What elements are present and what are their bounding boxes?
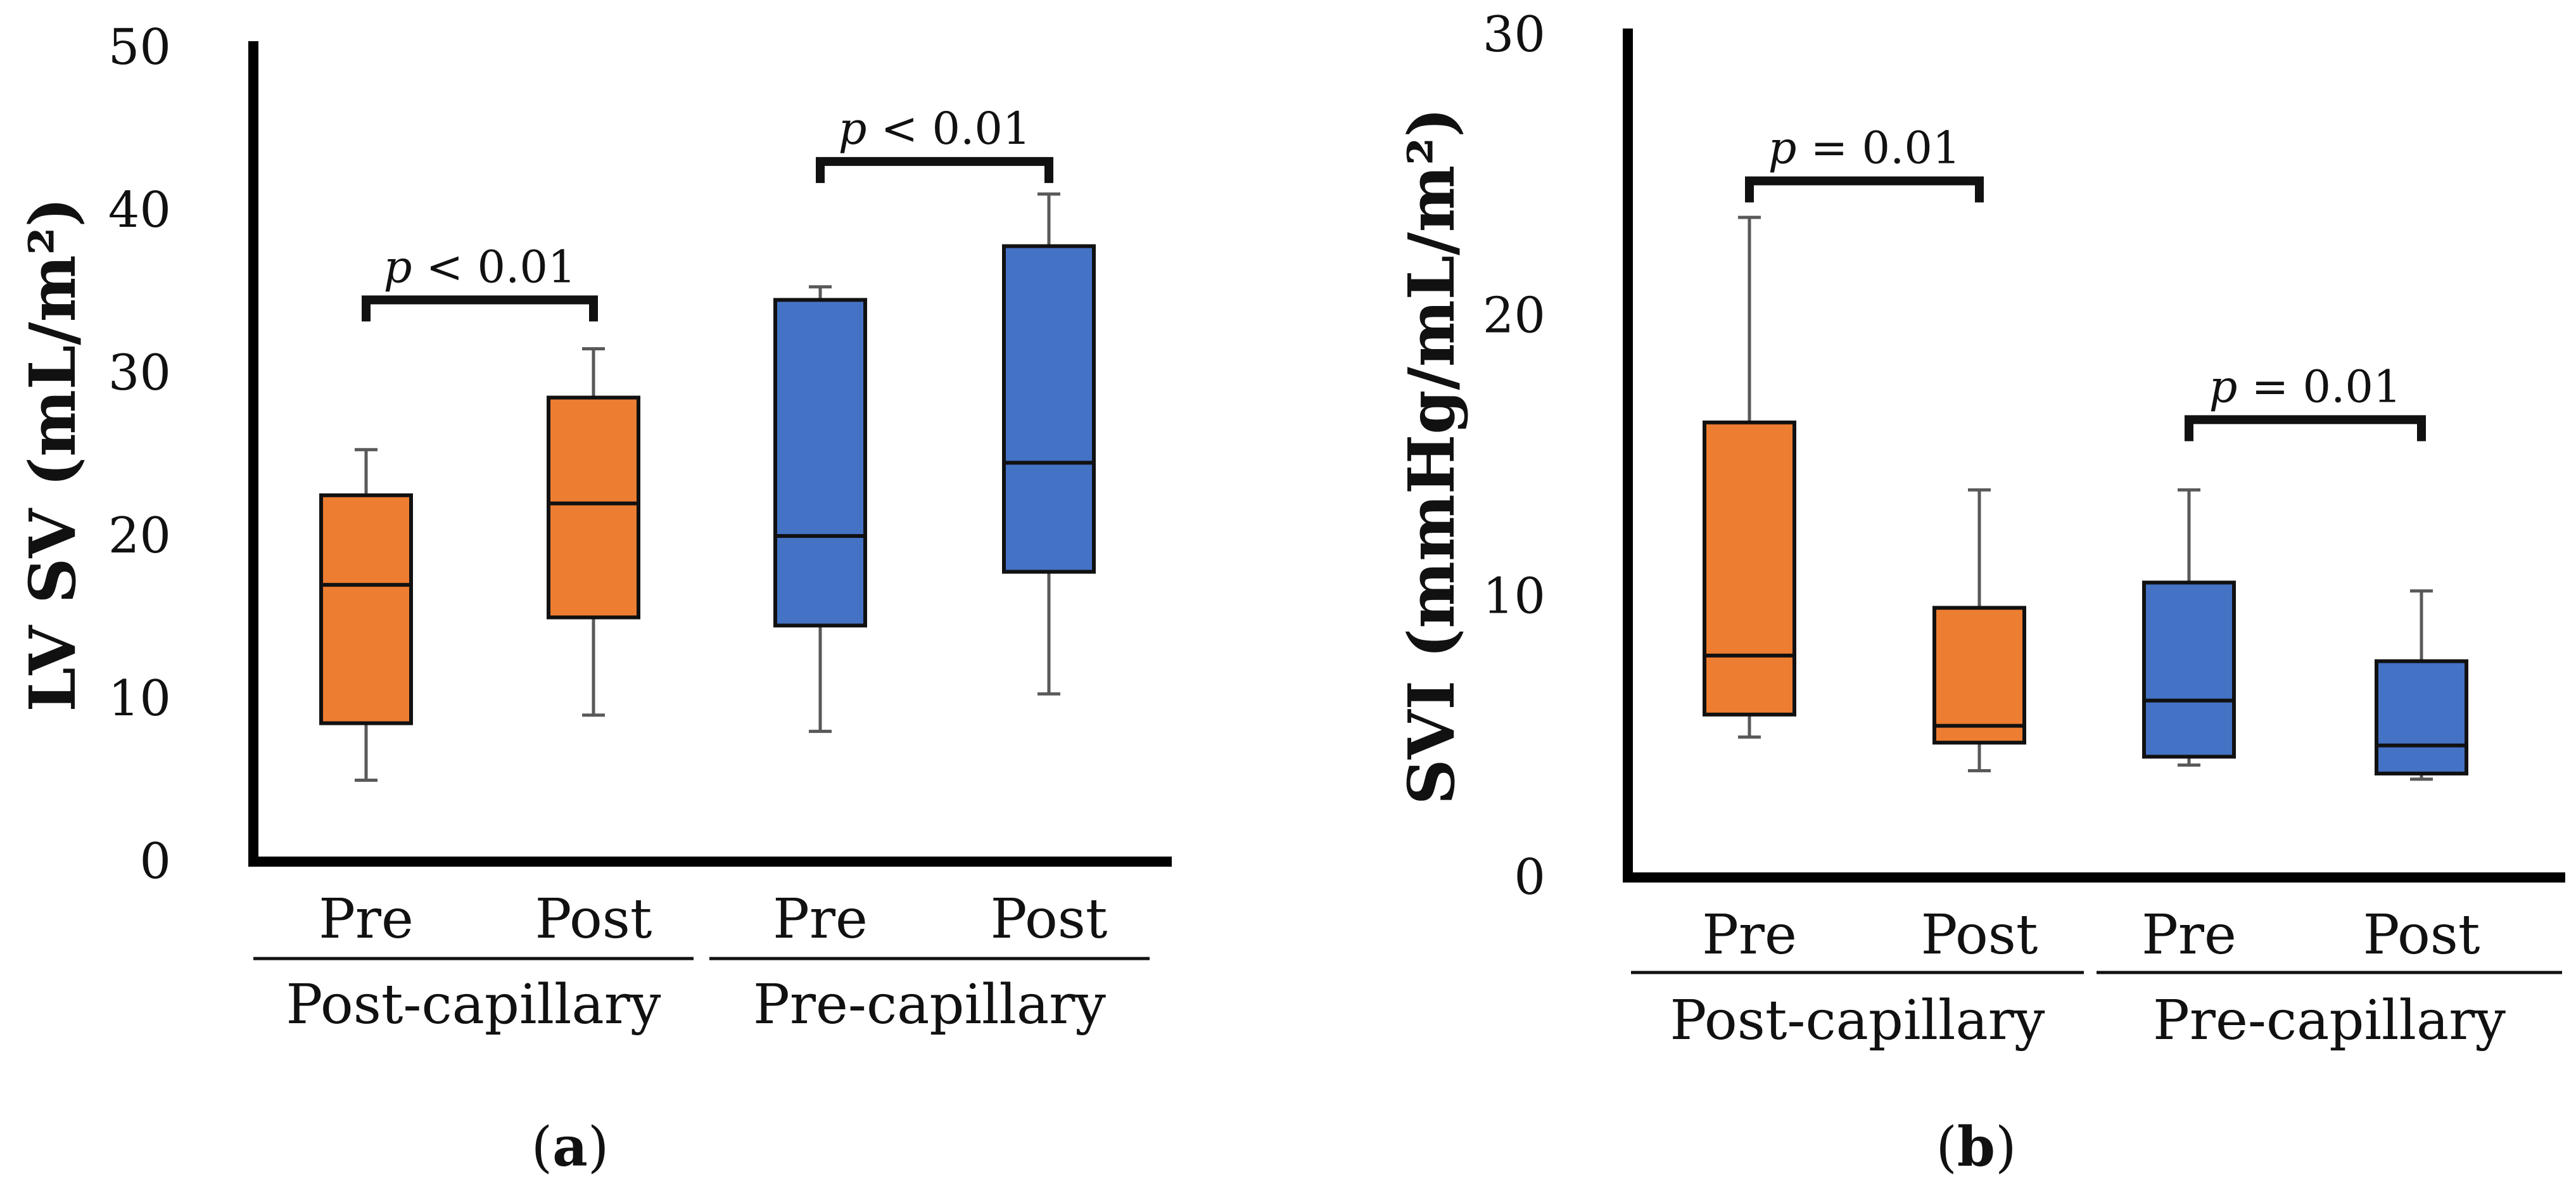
box-iqr [1932, 606, 2026, 745]
significance-label: p = 0.01 [2209, 360, 2402, 412]
group-label: Post-capillary [286, 973, 661, 1036]
chart-panel-a: 0 10 20 30 40 50 LV SV (mL/m²) Pre Post Pre Post Po… [15, 19, 1172, 1179]
significance-bracket [2185, 415, 2426, 442]
significance-bracket [1745, 176, 1984, 203]
y-tick-label: 20 [1483, 287, 1545, 344]
significance-label: p = 0.01 [1768, 122, 1961, 174]
group-label: Pre-capillary [2153, 989, 2506, 1052]
y-tick-label: 30 [108, 345, 171, 402]
significance-label: p < 0.01 [384, 241, 576, 293]
y-axis-label: LV SV (mL/m²) [15, 197, 90, 711]
x-category-label: Pre [2141, 903, 2237, 967]
x-category-label: Pre [773, 888, 868, 951]
significance-bracket [362, 295, 598, 322]
box-post-capillary-pre [1703, 215, 1796, 739]
y-tick-label: 20 [108, 507, 171, 564]
y-tick-label: 0 [139, 833, 171, 890]
group-label: Pre-capillary [753, 973, 1106, 1036]
box-post-capillary-post [547, 347, 640, 717]
box-iqr [1002, 244, 1096, 574]
y-tick-label: 10 [1483, 568, 1545, 625]
box-iqr [773, 298, 867, 628]
significance-bracket [816, 156, 1053, 183]
x-category-label: Pre [319, 888, 414, 951]
group-label: Post-capillary [1670, 989, 2045, 1052]
box-pre-capillary-post [2375, 589, 2468, 781]
box-iqr [1703, 420, 1796, 717]
box-iqr [2142, 580, 2236, 759]
significance-label: p < 0.01 [839, 103, 1031, 155]
box-iqr [319, 493, 413, 725]
box-post-capillary-pre [319, 448, 413, 782]
x-category-label: Post [2363, 903, 2480, 967]
y-tick-label: 10 [108, 670, 171, 727]
box-pre-capillary-pre [2142, 488, 2236, 767]
x-category-label: Post [1921, 903, 2038, 967]
y-tick-label: 30 [1483, 6, 1545, 63]
box-post-capillary-post [1932, 488, 2026, 773]
y-tick-label: 40 [108, 182, 171, 239]
y-tick-label: 50 [108, 19, 171, 76]
y-axis-label: SVI (mmHg/mL/m²) [1394, 108, 1469, 805]
x-category-label: Post [991, 888, 1108, 951]
y-tick-label: 0 [1514, 849, 1545, 906]
panel-label: (b) [1936, 1115, 2016, 1179]
box-iqr [2375, 659, 2468, 775]
box-iqr [547, 395, 640, 620]
box-pre-capillary-post [1002, 192, 1096, 696]
panel-label: (a) [531, 1115, 609, 1179]
x-category-label: Post [535, 888, 652, 951]
box-pre-capillary-pre [773, 285, 867, 733]
x-category-label: Pre [1702, 903, 1797, 967]
